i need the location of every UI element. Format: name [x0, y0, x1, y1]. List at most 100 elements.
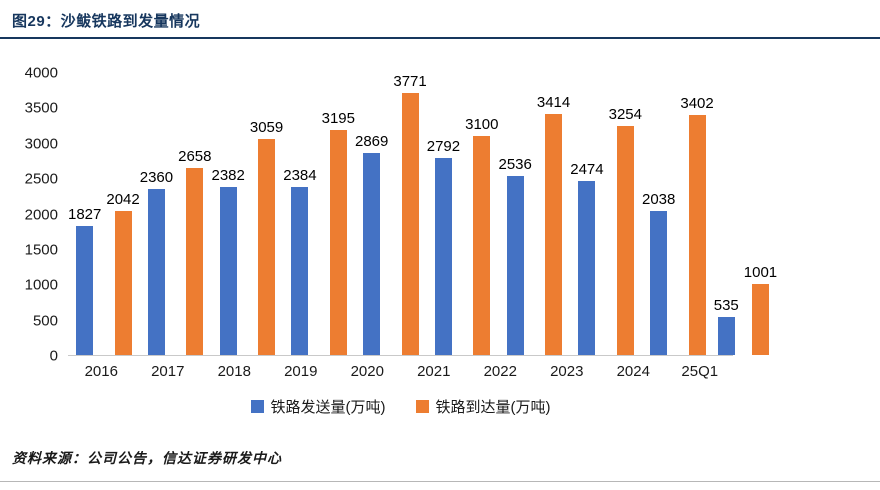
category-label: 2022: [483, 363, 517, 380]
bar: [363, 152, 381, 355]
y-tick-label: 0: [49, 347, 58, 365]
category-label: 2018: [217, 363, 251, 380]
legend-swatch: [250, 400, 264, 413]
bar-group: 2869 3771: [355, 73, 427, 355]
y-axis: 4000 3500 3000 2500 2000 1500 1000 500 0: [16, 65, 68, 365]
bar-wrap: 3195: [322, 73, 355, 355]
bar-wrap: 2474: [570, 73, 604, 355]
y-tick-label: 3500: [24, 99, 58, 117]
bar-group: 2536 3414: [499, 73, 571, 355]
legend-item: 铁路到达量(万吨): [415, 396, 551, 417]
y-tick-label: 1500: [24, 241, 58, 259]
bar-value-label: 3402: [680, 95, 714, 113]
bar: [114, 211, 132, 355]
source-note: 资料来源：公司公告，信达证券研发中心: [12, 452, 282, 467]
bar-wrap: 2042: [106, 73, 140, 355]
bar-wrap: 1001: [744, 73, 777, 355]
legend-item: 铁路发送量(万吨): [250, 396, 386, 417]
y-tick-label: 4000: [24, 64, 58, 82]
bar-value-label: 2038: [642, 191, 676, 209]
bar-wrap: 2360: [140, 73, 173, 355]
bar-group: 2474 3254: [570, 73, 642, 355]
bar: [186, 167, 204, 355]
y-tick-label: 3000: [24, 135, 58, 153]
y-tick-label: 2000: [24, 206, 58, 223]
bar-wrap: 3402: [680, 73, 714, 355]
y-tick-label: 2500: [24, 170, 58, 188]
bar-wrap: 2869: [355, 73, 388, 355]
bar: [473, 136, 491, 355]
bar-wrap: 1827: [68, 73, 101, 355]
bar-value-label: 2042: [106, 191, 140, 209]
bar-wrap: 2382: [212, 73, 245, 355]
category-label: 2017: [151, 363, 185, 380]
bar-value-label: 2384: [283, 166, 317, 184]
bar-value-label: 1827: [68, 206, 102, 224]
bar: [506, 176, 524, 355]
bar-value-label: 1001: [743, 264, 778, 282]
bar-value-label: 2792: [426, 138, 461, 156]
bar: [291, 186, 309, 355]
bottom-divider: [0, 481, 880, 482]
bar: [688, 115, 706, 355]
bar-wrap: 3100: [465, 73, 499, 355]
category-label: 25Q1: [681, 363, 719, 380]
y-tick-label: 1000: [24, 276, 58, 294]
bar-value-label: 2474: [570, 160, 604, 178]
chart-plot-row: 4000 3500 3000 2500 2000 1500 1000 500 0 1827 204…: [16, 65, 880, 365]
bar: [329, 129, 347, 355]
bar-value-label: 3100: [465, 116, 499, 134]
bar: [219, 187, 237, 355]
category-label: 2020: [350, 363, 384, 380]
bar-chart: 4000 3500 3000 2500 2000 1500 1000 500 0 1827 204…: [16, 65, 880, 417]
bar-group: 2360 2658: [140, 73, 212, 355]
bar: [434, 158, 452, 355]
bar: [650, 211, 668, 355]
bar-group: 2038 3402: [642, 73, 714, 355]
bar: [578, 180, 596, 355]
bar-wrap: 535: [714, 73, 739, 355]
bar-wrap: 2038: [642, 73, 675, 355]
category-label: 2016: [84, 363, 118, 380]
bar-value-label: 3059: [249, 119, 284, 137]
legend: 铁路发送量(万吨) 铁路到达量(万吨): [68, 396, 733, 417]
bar: [545, 114, 563, 355]
bar-value-label: 2360: [139, 168, 174, 186]
title-divider: [0, 37, 880, 39]
bar-value-label: 3414: [536, 94, 571, 112]
category-label: 2021: [417, 363, 451, 380]
bar: [401, 93, 419, 355]
y-tick-label: 500: [32, 312, 58, 330]
bar-wrap: 2792: [427, 73, 460, 355]
plot-area: 1827 2042 2360 2658 2382 3059 2384 3195 2869 3771…: [68, 73, 777, 356]
bar: [717, 317, 735, 355]
x-axis: 2016 2017 2018 2019 2020 2021 2022 2023 2024 25Q1: [68, 356, 733, 380]
bar-wrap: 2384: [283, 73, 317, 355]
bar-wrap: 3254: [609, 73, 642, 355]
bar: [258, 139, 276, 355]
legend-swatch: [415, 400, 429, 413]
bar: [751, 284, 769, 355]
bar-group: 2382 3059: [212, 73, 283, 355]
bar-group: 1827 2042: [68, 73, 140, 355]
bar: [147, 188, 165, 355]
category-label: 2024: [616, 363, 650, 380]
legend-label: 铁路到达量(万吨): [435, 399, 551, 416]
bar-wrap: 2536: [499, 73, 532, 355]
bar: [76, 226, 94, 355]
bar-value-label: 3195: [321, 109, 355, 127]
bar-wrap: 2658: [178, 73, 212, 355]
bar-wrap: 3059: [250, 73, 283, 355]
category-label: 2019: [284, 363, 318, 380]
bar-value-label: 2536: [498, 156, 532, 174]
bar: [616, 125, 634, 355]
bar-value-label: 3771: [393, 73, 427, 90]
bar-value-label: 2658: [178, 147, 212, 165]
figure-header: 图29：沙鲅铁路到发量情况: [0, 0, 880, 37]
legend-label: 铁路发送量(万吨): [270, 399, 386, 416]
bar-group: 2384 3195: [283, 73, 355, 355]
figure-title: 图29：沙鲅铁路到发量情况: [12, 13, 201, 30]
bar-value-label: 3254: [608, 105, 642, 123]
bar-group: 2792 3100: [427, 73, 499, 355]
